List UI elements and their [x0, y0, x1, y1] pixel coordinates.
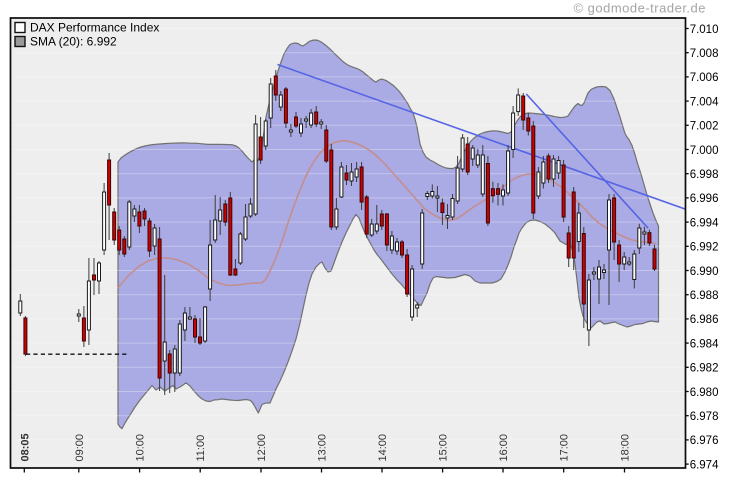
svg-text:6.986: 6.986: [690, 314, 719, 326]
svg-text:© godmode-trader.de: © godmode-trader.de: [573, 1, 706, 16]
svg-text:6.980: 6.980: [690, 387, 719, 399]
svg-text:SMA (20): 6.992: SMA (20): 6.992: [30, 35, 117, 49]
svg-text:09:00: 09:00: [74, 434, 86, 462]
svg-text:13:00: 13:00: [317, 434, 329, 462]
svg-text:6.984: 6.984: [690, 338, 719, 350]
svg-text:18:00: 18:00: [620, 434, 632, 462]
svg-text:12:00: 12:00: [256, 434, 268, 462]
svg-text:7.006: 7.006: [690, 72, 719, 84]
svg-text:7.010: 7.010: [690, 24, 719, 36]
svg-text:10:00: 10:00: [135, 434, 147, 462]
svg-text:16:00: 16:00: [498, 434, 510, 462]
svg-text:7.008: 7.008: [690, 48, 719, 60]
svg-text:6.998: 6.998: [690, 169, 719, 181]
svg-text:6.974: 6.974: [690, 459, 719, 471]
svg-text:DAX Performance Index: DAX Performance Index: [30, 21, 159, 35]
svg-text:14:00: 14:00: [377, 434, 389, 462]
svg-text:6.982: 6.982: [690, 363, 719, 375]
svg-text:6.996: 6.996: [690, 193, 719, 205]
svg-text:6.992: 6.992: [690, 242, 719, 254]
svg-text:6.990: 6.990: [690, 266, 719, 278]
svg-text:08:05: 08:05: [19, 433, 31, 461]
svg-text:6.976: 6.976: [690, 435, 719, 447]
svg-text:7.002: 7.002: [690, 121, 719, 133]
svg-text:7.000: 7.000: [690, 145, 719, 157]
svg-text:15:00: 15:00: [438, 434, 450, 462]
svg-text:7.004: 7.004: [690, 96, 719, 108]
svg-text:6.994: 6.994: [690, 217, 719, 229]
svg-text:6.988: 6.988: [690, 290, 719, 302]
svg-text:17:00: 17:00: [559, 434, 571, 462]
svg-text:6.978: 6.978: [690, 411, 719, 423]
svg-text:11:00: 11:00: [195, 435, 207, 462]
